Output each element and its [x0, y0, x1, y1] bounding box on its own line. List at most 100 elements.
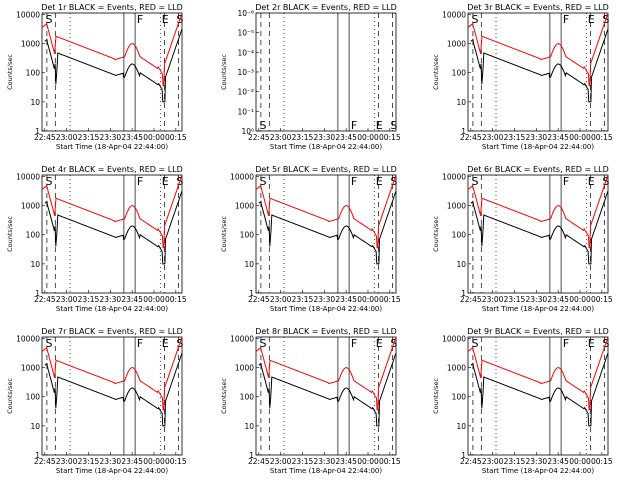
marker-label-2: F	[563, 175, 569, 188]
y-tick-label-5: 10000	[230, 172, 254, 181]
x-tick-label-5: 23:45	[547, 457, 569, 466]
x-tick-label-4: 23:30	[526, 295, 548, 304]
y-tick-label-4: 1000	[447, 40, 466, 49]
y-tick-label-4: 1000	[21, 202, 40, 211]
x-tick-label-1: 22:45	[248, 133, 270, 142]
series-lld-line	[41, 174, 183, 249]
chart-title: Det 8r BLACK = Events, RED = LLD	[255, 327, 397, 336]
y-axis-label: Counts/sec	[220, 216, 228, 252]
x-tick-label-3: 23:15	[504, 133, 526, 142]
chart-title: Det 4r BLACK = Events, RED = LLD	[41, 165, 183, 174]
marker-label-2: F	[563, 337, 569, 350]
y-tick-label-5: 10⁻⁴	[237, 48, 254, 57]
marker-label-1: S	[472, 175, 479, 188]
x-tick-label-7: 00:15	[379, 133, 401, 142]
chart-title: Det 7r BLACK = Events, RED = LLD	[41, 327, 183, 336]
y-tick-label-1: 1	[249, 451, 254, 460]
marker-label-2: F	[351, 119, 357, 132]
x-tick-label-2: 23:00	[270, 457, 292, 466]
x-tick-label-3: 23:15	[78, 457, 100, 466]
marker-label-1: S	[260, 337, 267, 350]
x-tick-label-4: 23:30	[100, 133, 122, 142]
chart-title: Det 3r BLACK = Events, RED = LLD	[467, 3, 609, 12]
series-events-line	[258, 190, 397, 265]
y-axis-label: Counts/sec	[432, 54, 440, 90]
x-tick-label-5: 23:45	[121, 457, 143, 466]
series-lld-line	[467, 12, 609, 87]
y-tick-label-3: 100	[26, 69, 41, 78]
chart-title: Det 6r BLACK = Events, RED = LLD	[467, 165, 609, 174]
y-tick-label-3: 100	[26, 231, 41, 240]
y-tick-label-3: 100	[452, 231, 467, 240]
x-tick-label-4: 23:30	[100, 295, 122, 304]
y-tick-label-5: 10000	[16, 334, 40, 343]
x-tick-label-6: 00:00	[357, 457, 379, 466]
marker-label-4: S	[390, 119, 397, 132]
y-tick-label-5: 10000	[16, 10, 40, 19]
y-tick-label-2: 10	[244, 260, 254, 269]
chart-title: Det 1r BLACK = Events, RED = LLD	[41, 3, 183, 12]
y-axis-label: Counts/sec	[220, 54, 228, 90]
y-tick-label-7: 10⁻⁶	[237, 9, 254, 18]
x-tick-label-7: 00:15	[591, 457, 613, 466]
chart-title: Det 2r BLACK = Events, RED = LLD	[255, 3, 397, 12]
x-tick-label-2: 23:00	[56, 295, 78, 304]
marker-label-2: F	[137, 337, 143, 350]
x-tick-label-1: 22:45	[34, 295, 56, 304]
x-tick-label-1: 22:45	[460, 457, 482, 466]
x-tick-label-6: 00:00	[143, 295, 165, 304]
plot-frame	[467, 336, 609, 456]
y-tick-label-3: 100	[452, 393, 467, 402]
y-axis-label: Counts/sec	[432, 378, 440, 414]
y-tick-label-1: 1	[461, 127, 466, 136]
series-lld-line	[41, 336, 183, 411]
y-tick-label-1: 1	[461, 451, 466, 460]
x-axis-label: Start Time (18-Apr-04 22:44:00)	[482, 143, 594, 151]
x-tick-label-6: 00:00	[569, 457, 591, 466]
x-tick-label-3: 23:15	[292, 457, 314, 466]
x-tick-label-6: 00:00	[357, 295, 379, 304]
x-axis-label: Start Time (18-Apr-04 22:44:00)	[56, 143, 168, 151]
series-events-line	[44, 28, 183, 103]
marker-label-3: E	[588, 337, 595, 350]
plot-frame	[255, 174, 397, 294]
y-tick-label-3: 10⁻²	[237, 88, 254, 97]
x-tick-label-5: 23:45	[335, 295, 357, 304]
y-tick-label-4: 1000	[447, 364, 466, 373]
x-tick-label-4: 23:30	[100, 457, 122, 466]
y-tick-label-4: 1000	[235, 202, 254, 211]
y-tick-label-4: 1000	[21, 40, 40, 49]
y-tick-label-4: 1000	[235, 364, 254, 373]
marker-label-3: E	[588, 175, 595, 188]
x-axis-label: Start Time (18-Apr-04 22:44:00)	[270, 305, 382, 313]
x-tick-label-1: 22:45	[248, 295, 270, 304]
series-lld-line	[41, 12, 183, 87]
plot-frame	[255, 12, 397, 132]
x-tick-label-6: 00:00	[143, 133, 165, 142]
y-tick-label-1: 1	[461, 289, 466, 298]
y-tick-label-3: 100	[452, 69, 467, 78]
x-tick-label-7: 00:15	[165, 457, 187, 466]
y-tick-label-1: 10⁰	[241, 127, 254, 136]
y-tick-label-2: 10	[456, 260, 466, 269]
x-tick-label-5: 23:45	[335, 133, 357, 142]
series-events-line	[44, 190, 183, 265]
x-tick-label-4: 23:30	[314, 295, 336, 304]
marker-label-1: S	[46, 13, 53, 26]
y-axis-label: Counts/sec	[6, 54, 14, 90]
y-tick-label-5: 10000	[16, 172, 40, 181]
y-tick-label-1: 1	[35, 289, 40, 298]
y-tick-label-5: 10000	[442, 172, 466, 181]
y-tick-label-5: 10000	[442, 334, 466, 343]
y-axis-label: Counts/sec	[432, 216, 440, 252]
y-tick-label-4: 1000	[21, 364, 40, 373]
x-tick-label-7: 00:15	[379, 457, 401, 466]
x-axis-label: Start Time (18-Apr-04 22:44:00)	[482, 467, 594, 475]
x-tick-label-1: 22:45	[460, 295, 482, 304]
